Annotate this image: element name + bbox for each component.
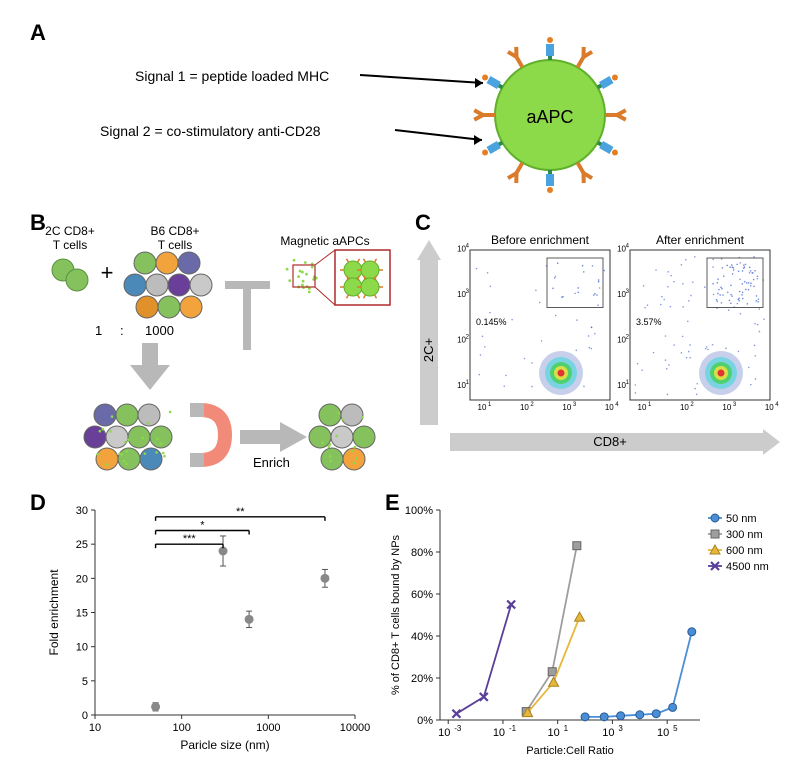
- svg-text:3: 3: [466, 289, 470, 295]
- svg-text:***: ***: [183, 533, 197, 545]
- panel-a-diagram: aAPC: [130, 35, 690, 205]
- svg-text:CD8+: CD8+: [593, 434, 627, 449]
- svg-text:2: 2: [466, 335, 470, 341]
- svg-text:10: 10: [562, 403, 571, 412]
- svg-text:4500 nm: 4500 nm: [726, 561, 769, 573]
- signal-1-text: Signal 1 = peptide loaded MHC: [135, 68, 329, 84]
- svg-text:3: 3: [573, 402, 577, 408]
- svg-text:5: 5: [82, 676, 88, 688]
- svg-text:1: 1: [466, 380, 470, 386]
- svg-text:1: 1: [95, 323, 102, 338]
- svg-text:10: 10: [722, 403, 731, 412]
- svg-text:+: +: [101, 260, 114, 285]
- svg-text:0%: 0%: [417, 715, 433, 727]
- svg-text:*: *: [200, 520, 205, 532]
- svg-text:40%: 40%: [411, 631, 433, 643]
- svg-text:4: 4: [466, 244, 470, 250]
- svg-text:2C CD8+: 2C CD8+: [45, 224, 95, 238]
- svg-text:80%: 80%: [411, 547, 433, 559]
- svg-text:10000: 10000: [340, 722, 371, 734]
- svg-text:3: 3: [733, 402, 737, 408]
- svg-text:10: 10: [520, 403, 529, 412]
- panel-e-chart: 0% 20% 40% 60% 80% 100% 10 -3 10 -1 10 1 10 3 10 5 % of …: [385, 500, 785, 760]
- svg-text:1: 1: [564, 724, 569, 733]
- svg-text:10: 10: [478, 403, 487, 412]
- panel-b-diagram: 2C CD8+T cellsB6 CD8+T cellsMagnetic aAP…: [35, 215, 405, 475]
- panel-a-label: A: [30, 20, 46, 46]
- svg-text:After enrichment: After enrichment: [656, 233, 745, 247]
- svg-text:100%: 100%: [405, 505, 433, 517]
- svg-text:2: 2: [690, 402, 694, 408]
- signal-2-text: Signal 2 = co-stimulatory anti-CD28: [100, 123, 321, 139]
- panel-d-chart: 0 5 10 15 20 25 30 10 100 1000 10000 Fold enrichmen…: [40, 500, 370, 755]
- svg-text:**: **: [236, 506, 245, 518]
- svg-text:-3: -3: [454, 724, 462, 733]
- svg-text:600 nm: 600 nm: [726, 545, 763, 557]
- svg-text:10: 10: [438, 727, 450, 739]
- svg-text:T cells: T cells: [158, 238, 192, 252]
- svg-text:Before enrichment: Before enrichment: [491, 233, 590, 247]
- svg-text:10: 10: [657, 727, 669, 739]
- svg-text:1: 1: [488, 402, 492, 408]
- svg-text:20: 20: [76, 573, 88, 585]
- svg-text:aAPC: aAPC: [526, 107, 573, 127]
- svg-text:50 nm: 50 nm: [726, 513, 757, 525]
- svg-text:1: 1: [626, 380, 630, 386]
- svg-text:30: 30: [76, 505, 88, 517]
- svg-text:10: 10: [638, 403, 647, 412]
- svg-text:1: 1: [648, 402, 652, 408]
- svg-text:T cells: T cells: [53, 238, 87, 252]
- svg-text:10: 10: [605, 403, 614, 412]
- svg-text:1000: 1000: [256, 722, 280, 734]
- svg-text:2: 2: [626, 335, 630, 341]
- svg-text:Particle:Cell Ratio: Particle:Cell Ratio: [526, 745, 613, 757]
- svg-text:0.145%: 0.145%: [476, 317, 507, 327]
- svg-text:2C+: 2C+: [421, 338, 436, 362]
- svg-text:10: 10: [548, 727, 560, 739]
- svg-text:10: 10: [602, 727, 614, 739]
- svg-text:3.57%: 3.57%: [636, 317, 662, 327]
- svg-text:4: 4: [775, 402, 779, 408]
- svg-text:5: 5: [673, 724, 678, 733]
- svg-text:Enrich: Enrich: [253, 455, 290, 470]
- svg-text:10: 10: [493, 727, 505, 739]
- svg-text:10: 10: [89, 722, 101, 734]
- svg-text:10: 10: [765, 403, 774, 412]
- svg-text:1000: 1000: [145, 323, 174, 338]
- svg-text:B6 CD8+: B6 CD8+: [150, 224, 199, 238]
- svg-text:Paricle size (nm): Paricle size (nm): [180, 738, 269, 752]
- svg-text:300 nm: 300 nm: [726, 529, 763, 541]
- svg-text:0: 0: [82, 710, 88, 722]
- svg-text:25: 25: [76, 539, 88, 551]
- svg-text:10: 10: [680, 403, 689, 412]
- panel-c-plots: 2C+CD8+Before enrichment1011011021021031…: [415, 215, 785, 465]
- svg-text:3: 3: [626, 289, 630, 295]
- svg-text:60%: 60%: [411, 589, 433, 601]
- svg-text:100: 100: [172, 722, 190, 734]
- svg-text:Fold enrichment: Fold enrichment: [47, 569, 61, 656]
- svg-text:2: 2: [530, 402, 534, 408]
- svg-text:4: 4: [626, 244, 630, 250]
- svg-text:4: 4: [615, 402, 619, 408]
- svg-text:-1: -1: [509, 724, 517, 733]
- svg-text:% of CD8+ T cells bound by NPs: % of CD8+ T cells bound by NPs: [390, 534, 402, 695]
- svg-text:20%: 20%: [411, 673, 433, 685]
- svg-text:3: 3: [618, 724, 623, 733]
- svg-text:15: 15: [76, 608, 88, 620]
- svg-text::: :: [120, 323, 124, 338]
- svg-text:Magnetic aAPCs: Magnetic aAPCs: [280, 234, 369, 248]
- svg-text:10: 10: [76, 642, 88, 654]
